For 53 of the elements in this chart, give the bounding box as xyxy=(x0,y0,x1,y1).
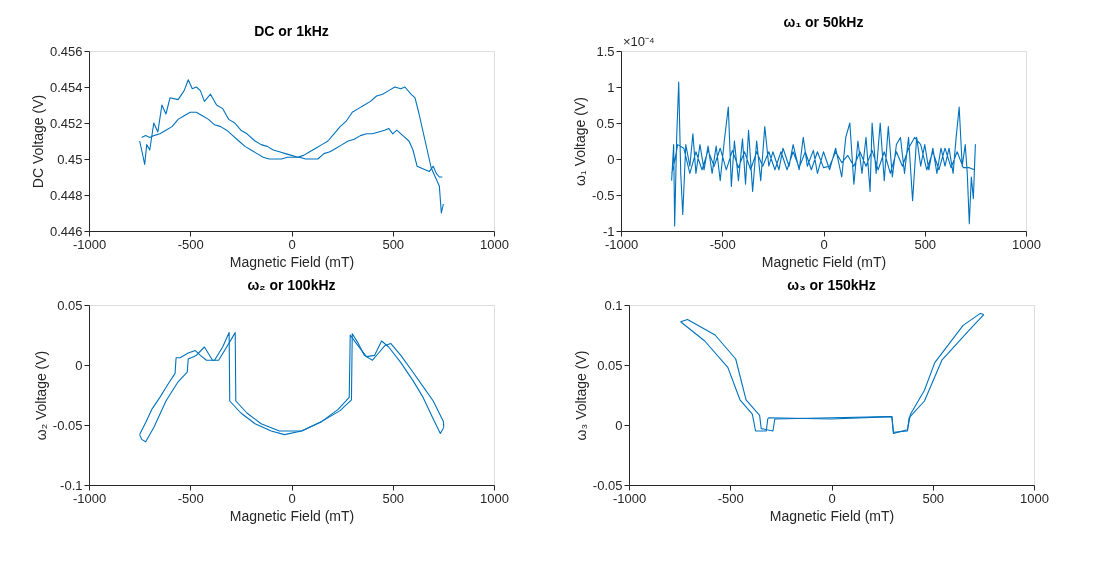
y-tick-label: 0.05 xyxy=(597,357,623,373)
text: ×10⁻⁴ xyxy=(623,34,655,49)
y-axis-title: ω₂ Voltage (V) xyxy=(32,350,49,441)
y-tick-label: -1 xyxy=(602,223,615,239)
y-tick-label: 0.05 xyxy=(57,297,83,313)
y-tick-label: 0.1 xyxy=(604,297,623,313)
x-tick-label: 1000 xyxy=(480,490,509,506)
y-tick-label: 0.5 xyxy=(596,115,615,131)
y-tick-label: 0.452 xyxy=(49,115,83,131)
x-axis-title: Magnetic Field (mT) xyxy=(229,507,355,524)
x-tick-label: -1000 xyxy=(72,236,107,252)
y-tick-label: 0.456 xyxy=(49,43,83,59)
y-axis-title: ω₁ Voltage (V) xyxy=(572,97,589,186)
x-tick-label: 1000 xyxy=(1020,490,1049,506)
y-tick-label: 1.5 xyxy=(596,43,615,59)
chart-title: ω₁ or 50kHz xyxy=(783,14,864,30)
x-tick-label: -500 xyxy=(717,490,744,506)
y-axis-title: DC Voltage (V) xyxy=(29,94,46,189)
y-tick-label: -0.05 xyxy=(592,477,623,493)
x-tick-label: 1000 xyxy=(1012,236,1041,252)
y-tick-label: 1 xyxy=(607,79,615,95)
x-tick-label: -500 xyxy=(709,236,736,252)
y-tick-label: 0.448 xyxy=(49,187,83,203)
x-tick-label: 0 xyxy=(820,236,828,252)
y-tick-label: 0.454 xyxy=(49,79,83,95)
x-tick-label: -500 xyxy=(177,490,204,506)
chart-title: ω₂ or 100kHz xyxy=(247,277,336,293)
x-tick-label: 500 xyxy=(382,236,405,252)
x-tick-label: 500 xyxy=(382,490,405,506)
x-axis-title: Magnetic Field (mT) xyxy=(769,507,895,524)
chart-title: DC or 1kHz xyxy=(254,23,329,39)
x-tick-label: 0 xyxy=(828,490,836,506)
x-axis-title: Magnetic Field (mT) xyxy=(229,253,355,270)
x-tick-label: 500 xyxy=(922,490,945,506)
x-tick-label: -1000 xyxy=(612,490,647,506)
x-tick-label: 500 xyxy=(914,236,937,252)
x-tick-label: 0 xyxy=(288,236,296,252)
y-axis-title: ω₃ Voltage (V) xyxy=(572,350,589,441)
y-tick-label: 0.446 xyxy=(49,223,83,239)
y-tick-label: 0.45 xyxy=(57,151,83,167)
y-tick-label: -0.1 xyxy=(60,477,83,493)
y-tick-label: -0.05 xyxy=(52,417,83,433)
x-tick-label: -1000 xyxy=(604,236,639,252)
y-tick-label: -0.5 xyxy=(592,187,615,203)
x-tick-label: -500 xyxy=(177,236,204,252)
x-tick-label: -1000 xyxy=(72,490,107,506)
x-axis-title: Magnetic Field (mT) xyxy=(761,253,887,270)
x-tick-label: 1000 xyxy=(480,236,509,252)
y-tick-label: 0 xyxy=(607,151,615,167)
x-tick-label: 0 xyxy=(288,490,296,506)
y-tick-label: 0 xyxy=(75,357,83,373)
chart-title: ω₃ or 150kHz xyxy=(787,277,876,293)
y-tick-label: 0 xyxy=(615,417,623,433)
